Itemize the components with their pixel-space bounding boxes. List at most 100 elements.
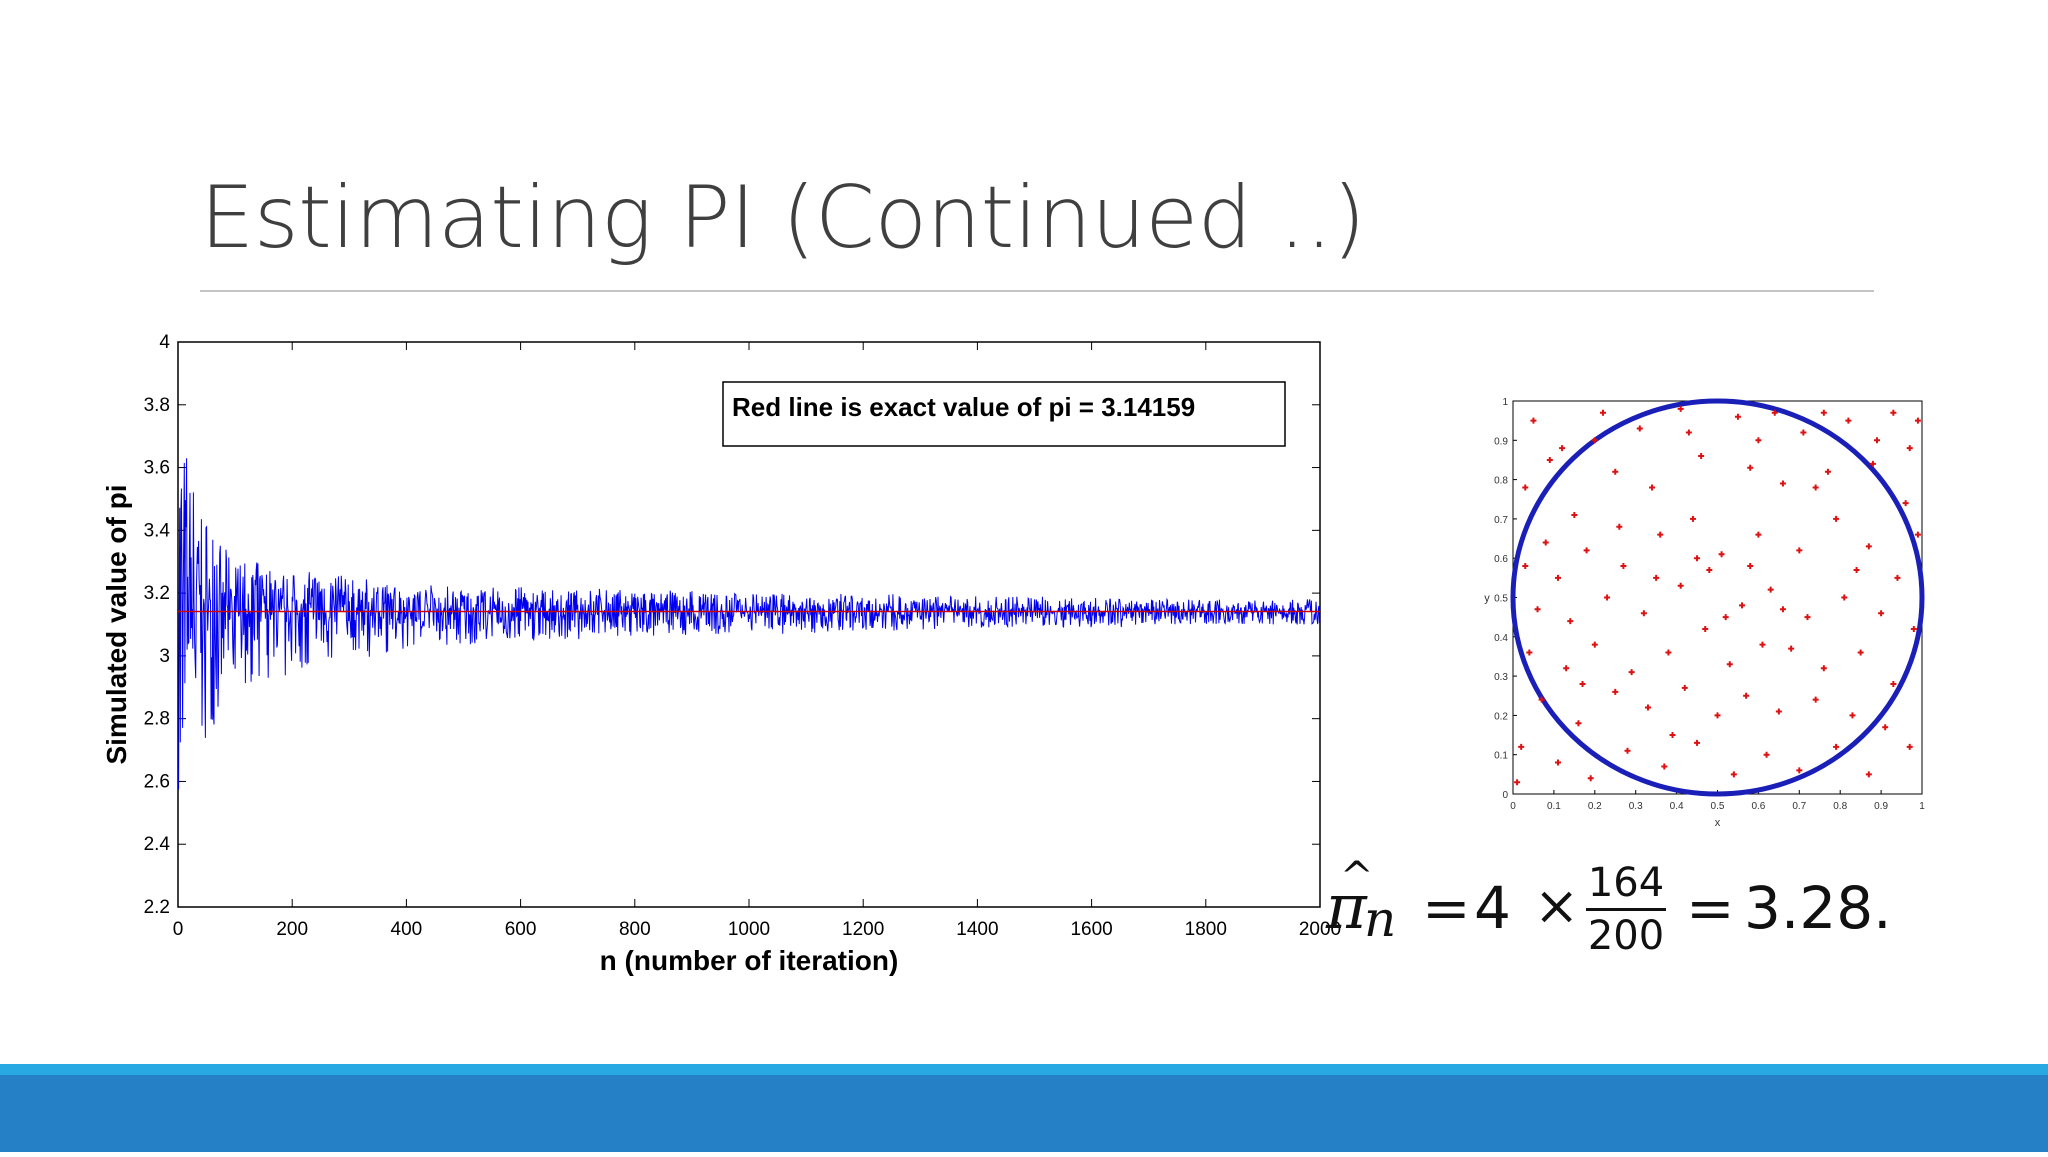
- x-tick-label: 600: [505, 919, 537, 940]
- y-tick-label: 3.2: [144, 583, 170, 604]
- formula-fraction: 164 200: [1584, 860, 1668, 959]
- scatter-point: [1779, 606, 1786, 613]
- scatter-point: [1771, 409, 1778, 416]
- scatter-point: [1882, 724, 1889, 731]
- scatter-point: [1698, 453, 1705, 460]
- formula-four: 4: [1474, 874, 1511, 942]
- scatter-point: [1833, 515, 1840, 522]
- scatter-point: [1665, 649, 1672, 656]
- scatter-point: [1587, 775, 1594, 782]
- scatter-point: [1845, 417, 1852, 424]
- estimate-formula: π ^ n = 4 × 164 200 = 3.28.: [1326, 854, 1892, 970]
- scatter-point: [1612, 468, 1619, 475]
- scatter-point: [1530, 417, 1537, 424]
- scatter-point: [1591, 437, 1598, 444]
- scatter-point: [1878, 610, 1885, 617]
- convergence-chart: 0 200 400 600 800 1000 1200 1400 1600 1800 2000 2.2…: [101, 332, 1341, 976]
- scatter-point: [1865, 543, 1872, 550]
- scatter-point: [1571, 511, 1578, 518]
- x-tick-label: 1200: [842, 919, 884, 940]
- scatter-point: [1755, 531, 1762, 538]
- scatter-point: [1763, 751, 1770, 758]
- scatter-point: [1518, 743, 1525, 750]
- x-tick-label: 1400: [956, 919, 998, 940]
- scatter-point: [1796, 767, 1803, 774]
- x-axis-label: n (number of iteration): [600, 945, 899, 976]
- scatter-point: [1906, 743, 1913, 750]
- scatter-point: [1902, 500, 1909, 507]
- scatter-point: [1624, 747, 1631, 754]
- scatter-x-tick-label: 0.3: [1629, 801, 1643, 812]
- scatter-point: [1554, 759, 1561, 766]
- scatter-y-tick-label: 0.5: [1494, 594, 1508, 605]
- scatter-frame: [1512, 400, 1923, 795]
- scatter-x-tick-label: 0.7: [1792, 801, 1806, 812]
- x-tick-label: 2000: [1299, 919, 1341, 940]
- x-tick-label: 1600: [1070, 919, 1112, 940]
- y-tick-label: 2.4: [144, 834, 171, 855]
- scatter-point: [1767, 586, 1774, 593]
- formula-result: 3.28.: [1744, 874, 1892, 942]
- scatter-x-tick-label: 0.1: [1547, 801, 1561, 812]
- scatter-y-tick-label: 1: [1502, 397, 1508, 408]
- scatter-point: [1636, 425, 1643, 432]
- scatter-y-tick-label: 0.6: [1494, 554, 1508, 565]
- scatter-point: [1865, 771, 1872, 778]
- scatter-point: [1722, 614, 1729, 621]
- scatter-point: [1747, 563, 1754, 570]
- scatter-point: [1649, 484, 1656, 491]
- scatter-y-label: y: [1484, 593, 1490, 605]
- scatter-point: [1689, 515, 1696, 522]
- scatter-point: [1747, 464, 1754, 471]
- x-tick-label: 800: [619, 919, 651, 940]
- scatter-point: [1522, 563, 1529, 570]
- scatter-point: [1616, 523, 1623, 530]
- y-tick-label: 3: [159, 646, 170, 667]
- scatter-point: [1849, 712, 1856, 719]
- scatter-point: [1694, 555, 1701, 562]
- scatter-point: [1734, 413, 1741, 420]
- y-tick-label: 2.6: [144, 771, 170, 792]
- x-tick-label: 1800: [1185, 919, 1227, 940]
- y-axis-label: Simulated value of pi: [101, 484, 132, 764]
- scatter-point: [1739, 602, 1746, 609]
- y-tick-label: 3.6: [144, 458, 170, 479]
- scatter-point: [1796, 547, 1803, 554]
- scatter-point: [1599, 409, 1606, 416]
- scatter-point: [1669, 732, 1676, 739]
- scatter-point: [1604, 594, 1611, 601]
- scatter-y-tick-label: 0.2: [1494, 711, 1508, 722]
- scatter-x-tick-label: 0.5: [1711, 801, 1725, 812]
- scatter-point: [1567, 618, 1574, 625]
- scatter-point: [1563, 665, 1570, 672]
- scatter-point: [1812, 696, 1819, 703]
- slide-title: Estimating PI (Continued ..): [200, 168, 1366, 268]
- scatter-point: [1661, 763, 1668, 770]
- formula-pi: π: [1326, 870, 1367, 943]
- scatter-x-tick-label: 0.6: [1751, 801, 1765, 812]
- scatter-point: [1775, 708, 1782, 715]
- scatter-point: [1914, 417, 1921, 424]
- scatter-point: [1706, 566, 1713, 573]
- scatter-point: [1894, 574, 1901, 581]
- scatter-point: [1906, 445, 1913, 452]
- scatter-point: [1677, 582, 1684, 589]
- scatter-point: [1546, 456, 1553, 463]
- scatter-y-tick-label: 0.8: [1494, 476, 1508, 487]
- scatter-point: [1542, 539, 1549, 546]
- formula-subscript: n: [1364, 890, 1397, 948]
- scatter-point: [1869, 460, 1876, 467]
- annotation-text: Red line is exact value of pi = 3.14159: [732, 392, 1195, 422]
- x-tick-label: 0: [173, 919, 184, 940]
- x-tick-label: 1000: [728, 919, 770, 940]
- scatter-y-tick-label: 0.1: [1494, 751, 1508, 762]
- scatter-x-tick-label: 1: [1919, 801, 1925, 812]
- scatter-point: [1853, 566, 1860, 573]
- y-tick-label: 3.4: [144, 520, 171, 541]
- scatter-point: [1538, 696, 1545, 703]
- scatter-point: [1779, 480, 1786, 487]
- x-tick-label: 400: [391, 919, 423, 940]
- scatter-point: [1788, 645, 1795, 652]
- scatter-x-tick-label: 0.4: [1670, 801, 1684, 812]
